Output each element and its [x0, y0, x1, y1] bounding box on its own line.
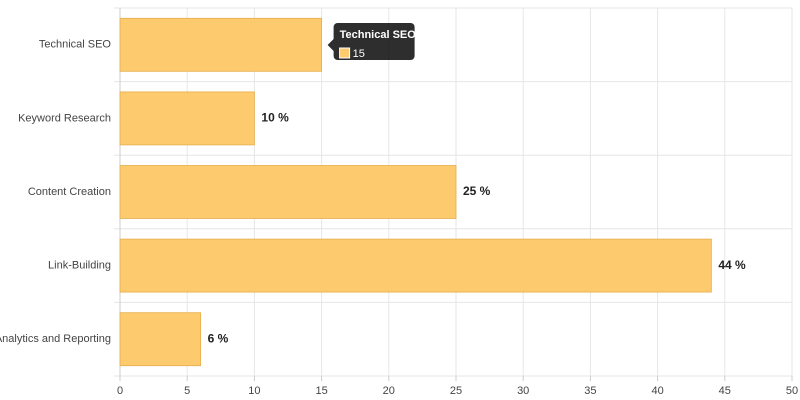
x-tick-label: 30: [517, 385, 529, 397]
bar: [119, 91, 255, 146]
x-tick-label: 5: [184, 385, 190, 397]
x-tick-label: 20: [383, 385, 395, 397]
x-tick-label: 0: [117, 385, 123, 397]
x-tick-label: 10: [248, 385, 260, 397]
x-tick-label: 50: [786, 385, 798, 397]
x-tick-label: 45: [719, 385, 731, 397]
x-tick-label: 40: [651, 385, 663, 397]
bar: [119, 238, 712, 293]
x-tick-label: 15: [315, 385, 327, 397]
bar: [119, 312, 202, 367]
y-tick-label: Technical SEO: [39, 39, 112, 51]
value-label: 25 %: [463, 184, 491, 198]
y-tick-label: Analytics and Reporting: [0, 333, 111, 345]
y-tick-label: Keyword Research: [18, 112, 111, 124]
tooltip-swatch: [339, 47, 351, 59]
value-label: 6 %: [208, 331, 229, 345]
x-tick-label: 25: [450, 385, 462, 397]
bar: [119, 17, 323, 72]
y-tick-label: Link-Building: [48, 260, 111, 272]
tooltip-value: 15: [353, 48, 365, 60]
bar: [119, 165, 457, 219]
value-label: 44 %: [718, 258, 746, 272]
x-tick-label: 35: [584, 385, 596, 397]
tooltip-title: Technical SEO: [340, 29, 417, 41]
tooltip: Technical SEO 15: [327, 23, 417, 60]
value-label: 10 %: [261, 111, 289, 125]
y-tick-label: Content Creation: [28, 186, 111, 198]
